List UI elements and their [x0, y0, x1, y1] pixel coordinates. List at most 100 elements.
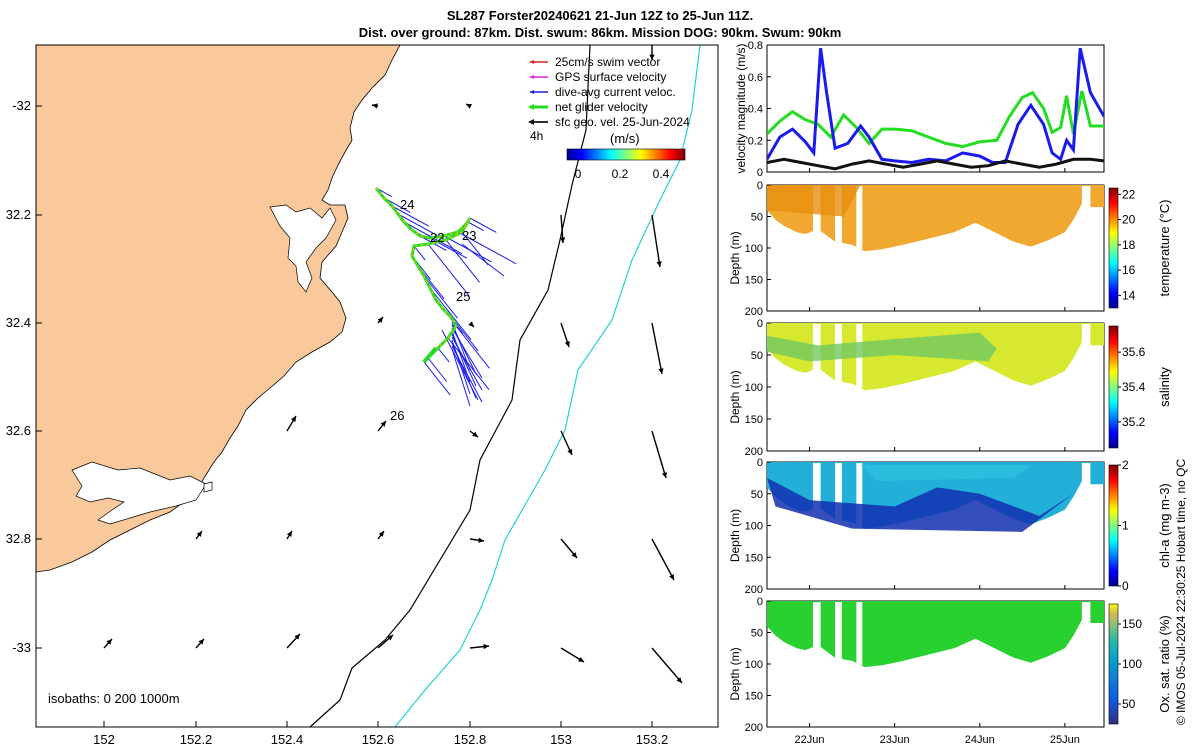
- map-legend: 25cm/s swim vector GPS surface velocity …: [528, 55, 690, 181]
- section-data-gap: [1081, 324, 1091, 388]
- map-x-tick-label: 153: [550, 732, 572, 747]
- dive-current-vector: [451, 324, 477, 375]
- section-y-label: Depth (m): [728, 509, 742, 562]
- dive-current-vector: [451, 336, 483, 391]
- velocity-series-line: [767, 90, 1104, 149]
- colorbar-label: temperature (°C): [1157, 200, 1172, 297]
- section-y-label: Depth (m): [728, 370, 742, 423]
- section-y-tick-label: 50: [751, 489, 763, 501]
- section-y-label: Depth (m): [728, 231, 742, 284]
- section-data-gap: [835, 463, 842, 527]
- velocity-y-tick-label: 0.6: [748, 72, 763, 84]
- time-tick-label: 25Jun: [1050, 734, 1080, 746]
- map-panel: 24 22 23 25 26 152 152.2 152.4 152.6 152.8 15…: [6, 44, 719, 747]
- current-arrow: [195, 638, 205, 649]
- section-y-tick-label: 200: [745, 584, 763, 596]
- map-x-tick-label: 152.8: [454, 732, 487, 747]
- section-data-gap: [856, 186, 863, 249]
- current-arrow: [377, 316, 384, 324]
- section-feature: [767, 185, 861, 217]
- legend-item: GPS surface velocity: [530, 70, 666, 84]
- current-arrow: [560, 538, 578, 559]
- current-arrow: [103, 638, 113, 649]
- surface-current-vectors: [103, 45, 683, 684]
- section-y-tick-label: 150: [745, 552, 763, 564]
- dive-current-vector: [469, 217, 497, 233]
- section-data-gap: [812, 186, 821, 249]
- map-ticks: 152 152.2 152.4 152.6 152.8 153 153.2 -32 32.2 32…: [6, 98, 669, 747]
- current-arrow: [377, 530, 385, 540]
- dive-current-vector: [441, 329, 479, 401]
- net-velocity-vector: [422, 346, 438, 364]
- section-panel-chl-a: 0 50 100 150 200 Depth (m) 0 1 2 chl-a (mg m-3): [728, 457, 1172, 596]
- section-data-gap: [856, 463, 863, 527]
- isobath-1000m: [394, 44, 701, 728]
- dive-current-vector: [451, 327, 483, 379]
- colorbar-tick-label: 14: [1122, 288, 1136, 302]
- current-arrow: [560, 214, 566, 244]
- day-label: 26: [390, 408, 404, 423]
- colorbar-tick-label: 16: [1122, 263, 1136, 277]
- colorbar-tick-label: 22: [1122, 187, 1136, 201]
- legend-item: dive-avg current veloc.: [530, 85, 676, 99]
- velocity-series-line: [767, 157, 1104, 171]
- section-colorbar: [1108, 603, 1119, 725]
- section-y-tick-label: 100: [745, 243, 763, 255]
- velocity-y-tick-label: 0.4: [748, 104, 763, 116]
- section-y-tick-label: 0: [757, 457, 763, 469]
- dive-current-vector: [467, 221, 485, 232]
- section-data-gap: [1081, 186, 1091, 249]
- map-x-tick-label: 152: [93, 732, 115, 747]
- dive-current-vector: [455, 325, 490, 369]
- current-arrow: [377, 420, 387, 432]
- colorbar-tick-label: 1: [1122, 519, 1129, 533]
- legend-label: GPS surface velocity: [555, 70, 666, 84]
- time-tick-label: 23Jun: [880, 734, 910, 746]
- section-y-tick-label: 100: [745, 521, 763, 533]
- legend-item: net glider velocity: [528, 100, 648, 114]
- section-y-tick-label: 100: [745, 382, 763, 394]
- colorbar-tick-label: 0: [1122, 579, 1129, 593]
- glider-track: [374, 187, 517, 407]
- isobath-200m: [309, 44, 591, 728]
- dive-current-vector: [413, 245, 426, 261]
- day-label: 24: [400, 197, 414, 212]
- map-y-tick-label: 32.6: [6, 423, 31, 438]
- current-arrow: [469, 430, 479, 438]
- section-data-gap: [812, 463, 821, 527]
- section-feature: [767, 477, 1074, 532]
- dive-current-vector: [451, 348, 471, 407]
- map-x-tick-label: 152.4: [271, 732, 304, 747]
- chart-title-line1: SL287 Forster20240621 21-Jun 12Z to 25-J…: [446, 8, 754, 23]
- velocity-y-tick-label: 0: [757, 167, 763, 179]
- section-y-tick-label: 200: [745, 306, 763, 318]
- legend-item: sfc geo. vel. 25-Jun-2024: [528, 115, 690, 129]
- dive-current-vector: [445, 239, 480, 283]
- dive-current-vector: [437, 347, 450, 363]
- land-area: [36, 45, 401, 573]
- colorbar-tick: 0.4: [653, 167, 670, 181]
- current-arrow: [651, 322, 664, 375]
- colorbar-tick-label: 35.2: [1122, 415, 1146, 429]
- velocity-y-tick-label: 0.2: [748, 135, 763, 147]
- current-arrow: [286, 530, 293, 540]
- section-y-tick-label: 50: [751, 350, 763, 362]
- current-arrow: [465, 103, 472, 109]
- section-y-tick-label: 150: [745, 275, 763, 287]
- map-y-tick-label: -33: [12, 640, 31, 655]
- colorbar-tick-label: 18: [1122, 238, 1136, 252]
- current-arrow: [651, 430, 667, 479]
- colorbar-tick-label: 35.4: [1122, 380, 1146, 394]
- section-panel-oxygen-saturation: 0 50 100 150 200 Depth (m) 50 100 150 Ox. sat. ra…: [728, 596, 1172, 734]
- dive-current-vector: [461, 231, 489, 266]
- dive-current-vector: [423, 275, 458, 319]
- credit-text: © IMOS 05-Jul-2024 22:30:25 Hobart time,…: [1174, 459, 1188, 726]
- section-data-fill: [767, 601, 1104, 668]
- isobaths-label: isobaths: 0 200 1000m: [48, 691, 180, 706]
- map-y-tick-label: -32: [12, 98, 31, 113]
- dive-current-vector: [447, 337, 490, 391]
- colorbar-tick-label: 35.6: [1122, 345, 1146, 359]
- current-arrow: [649, 45, 655, 60]
- colorbar-tick-label: 150: [1122, 617, 1142, 631]
